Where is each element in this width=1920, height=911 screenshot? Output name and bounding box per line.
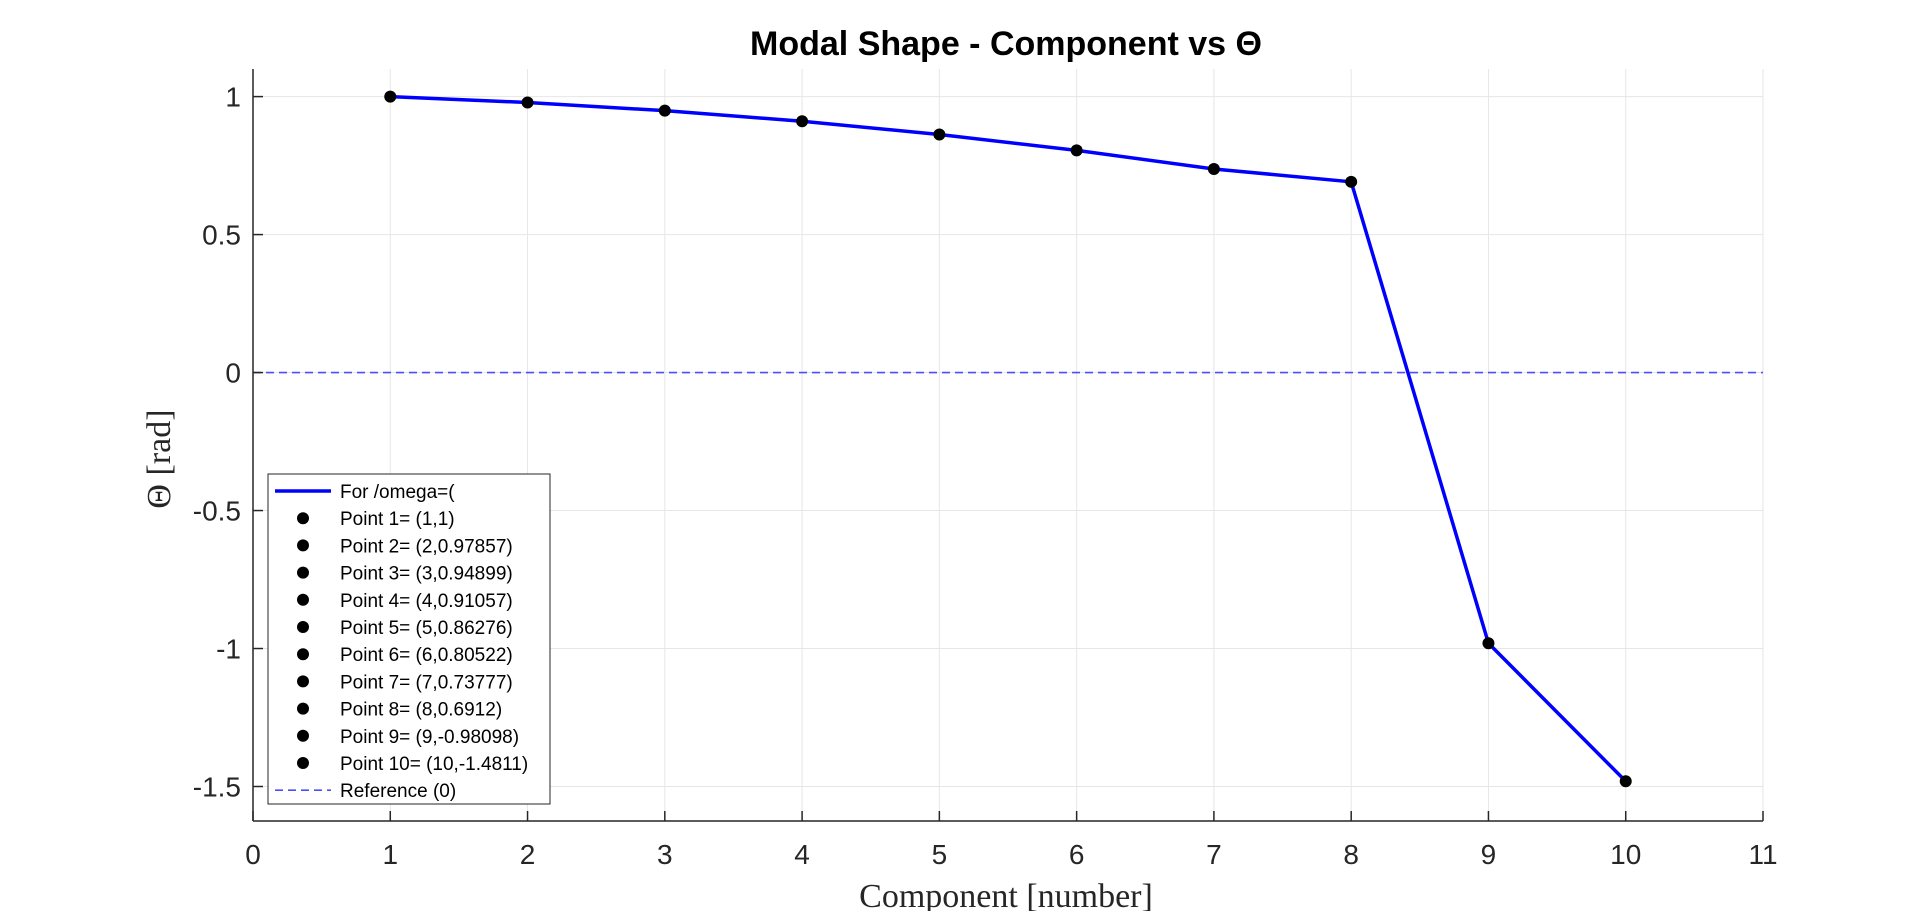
points-layer xyxy=(384,90,1632,788)
legend-point-8-swatch xyxy=(297,702,309,715)
x-tick-label: 9 xyxy=(1481,839,1497,870)
legend-point-6-swatch xyxy=(297,648,309,661)
chart-title: Modal Shape - Component vs Θ xyxy=(750,25,1262,63)
axes xyxy=(252,69,1764,822)
legend-point-1-swatch xyxy=(297,512,309,525)
data-point-4 xyxy=(796,115,809,128)
series-layer xyxy=(390,94,1627,783)
legend-point-4-swatch xyxy=(297,593,309,606)
legend-point-3-swatch xyxy=(297,566,309,579)
legend-point-5-swatch xyxy=(297,621,309,633)
legend-point-10-label: Point 10= (10,-1.4811) xyxy=(340,754,528,775)
data-point-7 xyxy=(1207,162,1220,175)
data-point-6 xyxy=(1070,144,1083,157)
y-tick-label: -0.5 xyxy=(193,496,241,527)
x-tick-labels: 0 1 2 3 4 5 6 7 8 9 10 11 xyxy=(245,839,1777,870)
legend-point-2-swatch xyxy=(297,539,309,552)
legend-point-4-label: Point 4= (4,0.91057) xyxy=(340,591,513,612)
x-tick-label: 5 xyxy=(932,839,948,870)
legend-point-3-label: Point 3= (3,0.94899) xyxy=(340,564,513,585)
legend-point-2-label: Point 2= (2,0.97857) xyxy=(340,536,513,557)
legend-point-8-label: Point 8= (8,0.6912) xyxy=(340,700,502,721)
x-tick-label: 1 xyxy=(382,839,398,870)
data-point-9 xyxy=(1482,637,1495,650)
y-axis-label: Θ [rad] xyxy=(141,409,178,508)
y-tick-label: 0 xyxy=(225,358,241,389)
series-line xyxy=(390,94,1627,783)
legend-point-1-label: Point 1= (1,1) xyxy=(340,509,455,530)
legend-reference-label: Reference (0) xyxy=(340,781,456,802)
y-tick-label: -1 xyxy=(216,634,241,665)
y-tick-label: 0.5 xyxy=(202,220,241,251)
data-point-10 xyxy=(1619,775,1632,788)
legend-point-7-swatch xyxy=(297,675,309,688)
legend-point-9-label: Point 9= (9,-0.98098) xyxy=(340,727,519,748)
x-tick-label: 2 xyxy=(520,839,536,870)
legend-box xyxy=(267,473,551,805)
legend-point-9-swatch xyxy=(297,729,309,742)
x-tick-label: 10 xyxy=(1610,839,1641,870)
x-tick-label: 7 xyxy=(1206,839,1222,870)
x-tick-label: 0 xyxy=(245,839,261,870)
legend-point-10-swatch xyxy=(297,757,309,769)
x-tick-label: 3 xyxy=(657,839,673,870)
data-point-8 xyxy=(1345,175,1358,188)
legend-series-line-label: For /omega=( xyxy=(340,482,455,503)
legend-point-6-label: Point 6= (6,0.80522) xyxy=(340,645,513,666)
data-point-5 xyxy=(933,128,946,141)
x-tick-label: 4 xyxy=(794,839,810,870)
y-tick-labels: -1.5 -1 -0.5 0 0.5 1 xyxy=(193,82,241,803)
data-point-2 xyxy=(521,96,534,109)
data-point-3 xyxy=(658,104,671,117)
legend: For /omega=( Point 1= (1,1) Point 2= (2,0.… xyxy=(267,473,551,805)
y-tick-label: -1.5 xyxy=(193,772,241,803)
x-tick-label: 8 xyxy=(1343,839,1359,870)
y-tick-label: 1 xyxy=(225,82,241,113)
legend-point-5-label: Point 5= (5,0.86276) xyxy=(340,618,513,639)
x-axis-label: Component [number] xyxy=(859,878,1153,911)
x-tick-label: 6 xyxy=(1069,839,1085,870)
x-tick-label: 11 xyxy=(1748,839,1777,870)
data-point-1 xyxy=(384,90,397,103)
legend-point-7-label: Point 7= (7,0.73777) xyxy=(340,672,513,693)
